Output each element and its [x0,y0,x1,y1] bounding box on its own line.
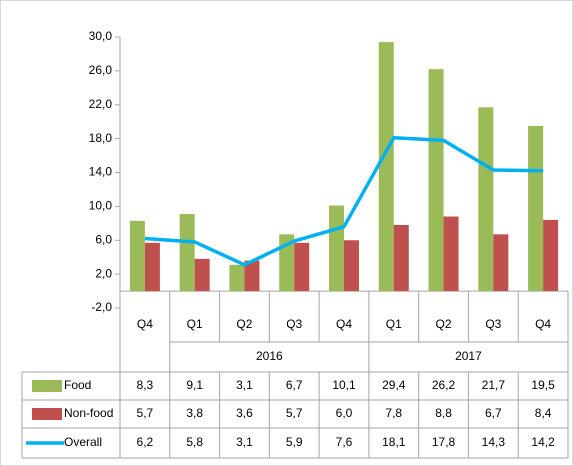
bar [129,220,145,292]
data-label: 5,7 [137,406,154,420]
bar [179,213,195,292]
bar [528,125,544,292]
data-label: 3,1 [236,378,253,392]
data-label: 5,8 [186,435,203,449]
data-label: 5,9 [286,435,303,449]
bar [478,107,494,292]
bar [279,234,295,292]
y-tick-label: -2,0 [91,300,112,314]
y-tick-label: 22,0 [89,97,113,111]
data-label: 14,3 [482,435,506,449]
x-tick-label: Q3 [286,317,302,331]
bar [144,242,160,292]
x-tick-label: Q3 [485,317,501,331]
legend-swatch [32,380,62,392]
legend-label: Food [64,378,91,392]
data-label: 18,1 [382,435,406,449]
data-label: 7,6 [336,435,353,449]
x-tick-label: Q2 [236,317,252,331]
y-tick-label: 2,0 [95,266,112,280]
data-label: 8,4 [535,406,552,420]
data-label: 17,8 [432,435,456,449]
bar [244,260,260,292]
x-tick-label: Q1 [187,317,203,331]
data-label: 5,7 [286,406,303,420]
y-tick-label: 30,0 [89,29,113,43]
y-tick-label: 14,0 [89,165,113,179]
data-label: 6,2 [137,435,154,449]
bar [344,240,359,292]
y-tick-label: 26,0 [89,63,113,77]
x-tick-label: Q1 [386,317,402,331]
data-label: 8,8 [435,406,452,420]
data-label: 6,7 [485,406,502,420]
x-tick-label: Q4 [535,317,551,331]
bar [229,264,245,292]
data-label: 21,7 [482,378,506,392]
y-tick-label: 10,0 [89,199,113,213]
data-label: 6,0 [336,406,353,420]
bar [393,225,409,292]
data-label: 10,1 [332,378,356,392]
data-label: 7,8 [385,406,402,420]
data-label: 26,2 [432,378,456,392]
bar [543,219,559,292]
bar [443,216,459,292]
data-label: 19,5 [531,378,555,392]
data-label: 6,7 [286,378,303,392]
data-label: 14,2 [531,435,555,449]
line [144,136,544,267]
y-tick-label: 6,0 [95,232,112,246]
legend-label: Non-food [64,406,113,420]
bar [194,258,210,292]
bar [294,242,310,292]
data-label: 29,4 [382,378,406,392]
bar [428,69,444,292]
x-tick-label: Q4 [336,317,352,331]
group-label: 2016 [256,349,283,363]
bar [329,205,344,292]
data-label: 3,6 [236,406,253,420]
group-label: 2017 [455,349,482,363]
bar [493,234,509,292]
data-label: 8,3 [137,378,154,392]
data-label: 9,1 [186,378,203,392]
legend-label: Overall [64,435,102,449]
legend-swatch [32,408,62,420]
data-label: 3,1 [236,435,253,449]
x-tick-label: Q4 [137,317,153,331]
x-tick-label: Q2 [436,317,452,331]
y-tick-label: 18,0 [89,131,113,145]
bar [378,42,394,292]
data-label: 3,8 [186,406,203,420]
